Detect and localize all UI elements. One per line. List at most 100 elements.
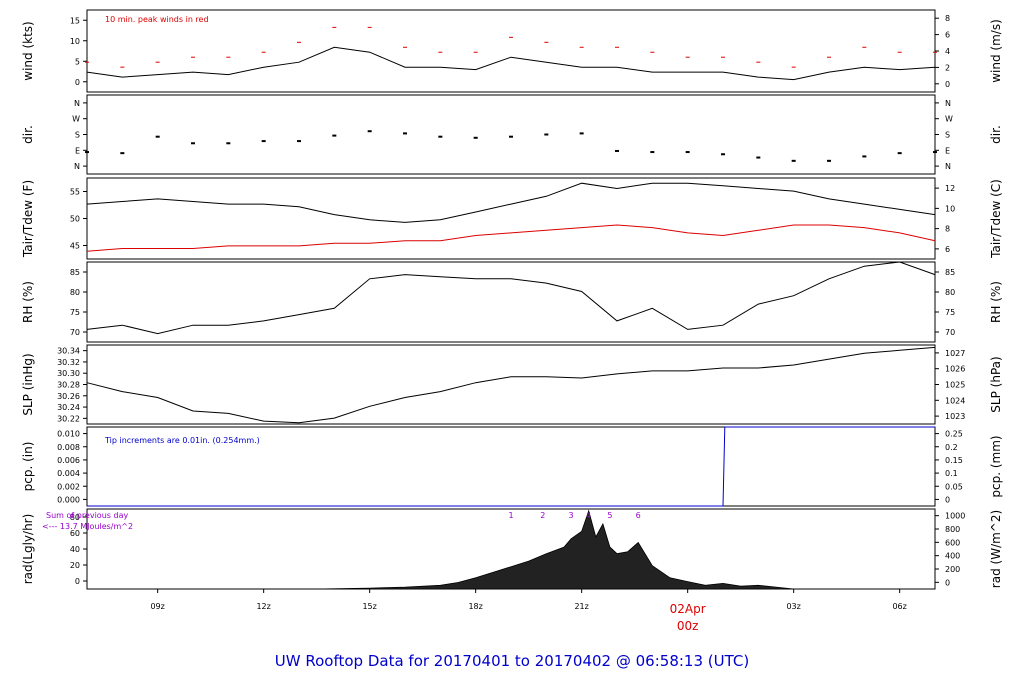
rh-ylabel-right: RH (%): [989, 281, 1003, 323]
pcp-ytick-label-right: 0: [945, 495, 950, 504]
rad-marker: 1: [508, 511, 513, 520]
slp-ytick-label-right: 1023: [945, 412, 965, 421]
time-tick-label: 18z: [468, 602, 482, 611]
rad-ytick-label-left: 0: [75, 577, 80, 586]
slp-ytick-label-left: 30.22: [57, 414, 80, 423]
wind-frame: [86, 9, 936, 93]
rh-ytick-label-left: 80: [70, 288, 80, 297]
rad-ytick-label-left: 40: [70, 545, 80, 554]
rad-note-line1: Sum of previous day: [46, 511, 128, 520]
pcp-ylabel-right: pcp. (mm): [989, 435, 1003, 497]
temp-ytick-label-right: 6: [945, 245, 950, 254]
dir-point: [261, 140, 266, 143]
time-axis: 09z 12z 15z 18z 21z 03z 06z 02Apr 00z: [150, 589, 907, 633]
day-marker-hour: 00z: [677, 619, 699, 633]
pcp-ytick-label-left: 0.006: [57, 456, 80, 465]
slp-ytick-label-left: 30.24: [57, 403, 80, 412]
rad-ytick-label-right: 1000: [945, 512, 965, 521]
dir-point: [297, 140, 301, 143]
dir-point: [85, 151, 89, 154]
temp-ylabel-right: Tair/Tdew (C): [989, 179, 1003, 259]
temp-line-0: [86, 182, 936, 223]
dir-point: [191, 142, 195, 145]
time-tick-label: 03z: [786, 602, 800, 611]
wind-ytick-label-right: 4: [945, 47, 950, 56]
dir-ytick-label-left: E: [75, 146, 80, 155]
pcp-ytick-label-right: 0.05: [945, 482, 963, 491]
temp-ytick-label-left: 45: [70, 242, 80, 251]
rad-note-line2: <--- 13.7 MJoules/m^2: [42, 522, 133, 531]
dir-point: [756, 156, 761, 159]
slp-ytick-label-right: 1024: [945, 396, 965, 405]
temp-ytick-label-right: 12: [945, 184, 955, 193]
rh-ytick-label-right: 85: [945, 268, 955, 277]
rad-ytick-label-left: 80: [70, 513, 80, 522]
temp-ytick-label-left: 50: [70, 215, 80, 224]
rad-marker: 2: [540, 511, 545, 520]
rh-ytick-label-left: 75: [70, 308, 80, 317]
day-marker-date: 02Apr: [670, 602, 706, 616]
dir-point: [438, 135, 443, 138]
slp-ytick-label-left: 30.34: [57, 347, 80, 356]
dir-point: [615, 149, 619, 152]
slp-ytick-label-left: 30.32: [57, 358, 80, 367]
wind-ytick-label-left: 15: [70, 16, 80, 25]
dir-ylabel-right: dir.: [989, 125, 1003, 144]
rh-ytick-label-left: 70: [70, 328, 80, 337]
pcp-ylabel-left: pcp. (in): [21, 442, 35, 492]
wind-ylabel-right: wind (m/s): [989, 19, 1003, 83]
rad-ytick-label-right: 400: [945, 552, 960, 561]
dir-ytick-label-right: S: [945, 131, 950, 140]
dir-ytick-label-right: N: [945, 99, 951, 108]
dir-ylabel-left: dir.: [21, 125, 35, 144]
pcp-ytick-label-left: 0.000: [57, 495, 80, 504]
rad-marker: 4: [586, 511, 591, 520]
rad-ytick-label-left: 20: [70, 561, 80, 570]
dir-ytick-label-left: N: [74, 162, 80, 171]
pcp-ytick-label-right: 0.2: [945, 443, 958, 452]
wind-panel: 0 5 10 15 0 2 4 6 8 wind (kts) wind (m/s) 10 min. p…: [21, 9, 1003, 93]
dir-point: [120, 152, 125, 155]
wind-note: 10 min. peak winds in red: [105, 15, 209, 24]
dir-point: [685, 151, 690, 154]
dir-point: [933, 151, 937, 154]
rad-marker: 3: [569, 511, 574, 520]
dir-point: [403, 132, 407, 135]
dir-ytick-label-left: W: [72, 115, 80, 124]
pcp-note: Tip increments are 0.01in. (0.254mm.): [104, 436, 260, 445]
temp-ytick-label-right: 10: [945, 204, 955, 213]
rh-line-0: [86, 261, 936, 335]
rad-ytick-label-right: 600: [945, 538, 960, 547]
wind-ytick-label-right: 0: [945, 80, 950, 89]
rh-ytick-label-right: 80: [945, 288, 955, 297]
dir-frame: [86, 94, 936, 175]
rad-ytick-label-right: 200: [945, 565, 960, 574]
dir-point: [897, 152, 902, 155]
time-tick-label: 09z: [150, 602, 164, 611]
pcp-ytick-label-left: 0.004: [57, 469, 80, 478]
dir-point: [226, 142, 231, 145]
pcp-panel: 0.000 0.002 0.004 0.006 0.008 0.010 0 0.05 0.1 0.…: [21, 426, 1003, 507]
wind-line-0: [86, 46, 936, 81]
dir-point: [473, 136, 478, 139]
dir-ytick-label-right: W: [945, 115, 953, 124]
slp-ytick-label-right: 1027: [945, 349, 965, 358]
pcp-ytick-label-left: 0.008: [57, 443, 80, 452]
rad-ytick-label-right: 800: [945, 525, 960, 534]
rh-frame: [86, 261, 936, 343]
rh-ytick-label-right: 70: [945, 328, 955, 337]
dir-point: [332, 134, 337, 137]
rad-marker: 5: [607, 511, 612, 520]
time-tick-label: 21z: [574, 602, 588, 611]
slp-ytick-label-right: 1025: [945, 381, 965, 390]
rh-ytick-label-right: 75: [945, 308, 955, 317]
pcp-line-0: [87, 426, 935, 507]
rh-ylabel-left: RH (%): [21, 281, 35, 323]
temp-line-1: [86, 224, 936, 252]
dir-point: [650, 151, 655, 154]
dir-ytick-label-right: E: [945, 146, 950, 155]
